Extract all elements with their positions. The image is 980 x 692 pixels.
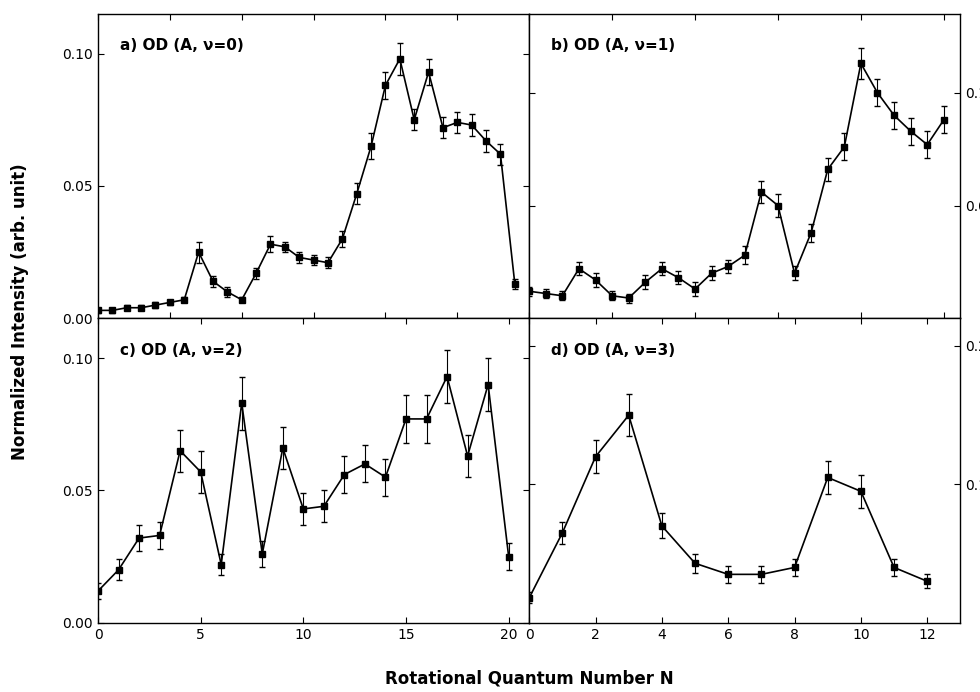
Text: b) OD (A, ν=1): b) OD (A, ν=1) [551, 38, 675, 53]
Text: Normalized Intensity (arb. unit): Normalized Intensity (arb. unit) [11, 163, 28, 459]
Text: a) OD (A, ν=0): a) OD (A, ν=0) [120, 38, 243, 53]
Text: c) OD (A, ν=2): c) OD (A, ν=2) [120, 343, 242, 358]
Text: d) OD (A, ν=3): d) OD (A, ν=3) [551, 343, 675, 358]
Text: Rotational Quantum Number N: Rotational Quantum Number N [385, 669, 673, 687]
